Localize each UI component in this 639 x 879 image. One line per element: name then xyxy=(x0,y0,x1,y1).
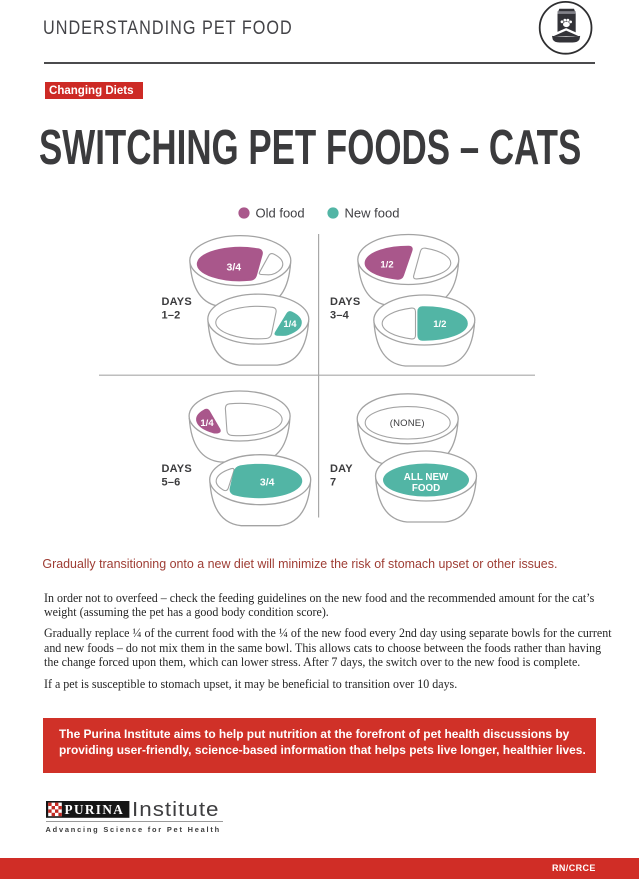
svg-text:DAYS: DAYS xyxy=(162,296,192,308)
svg-text:1/4: 1/4 xyxy=(283,319,297,330)
svg-text:1/2: 1/2 xyxy=(380,260,393,271)
svg-text:1/4: 1/4 xyxy=(200,418,214,429)
svg-text:1/2: 1/2 xyxy=(433,319,446,330)
svg-text:New food: New food xyxy=(345,206,400,221)
svg-text:7: 7 xyxy=(330,477,336,489)
svg-text:DAYS: DAYS xyxy=(162,463,192,475)
svg-text:DAYS: DAYS xyxy=(330,296,360,308)
svg-text:3/4: 3/4 xyxy=(260,477,275,489)
svg-text:(NONE): (NONE) xyxy=(390,418,425,429)
svg-text:3/4: 3/4 xyxy=(226,261,241,273)
svg-text:ALL NEW: ALL NEW xyxy=(404,472,449,483)
svg-text:Old food: Old food xyxy=(256,206,305,221)
svg-text:1–2: 1–2 xyxy=(162,310,181,322)
svg-text:3–4: 3–4 xyxy=(330,310,350,322)
svg-text:FOOD: FOOD xyxy=(412,483,440,494)
svg-text:5–6: 5–6 xyxy=(162,477,181,489)
svg-text:PURINA: PURINA xyxy=(64,802,124,817)
svg-text:DAY: DAY xyxy=(330,463,353,475)
